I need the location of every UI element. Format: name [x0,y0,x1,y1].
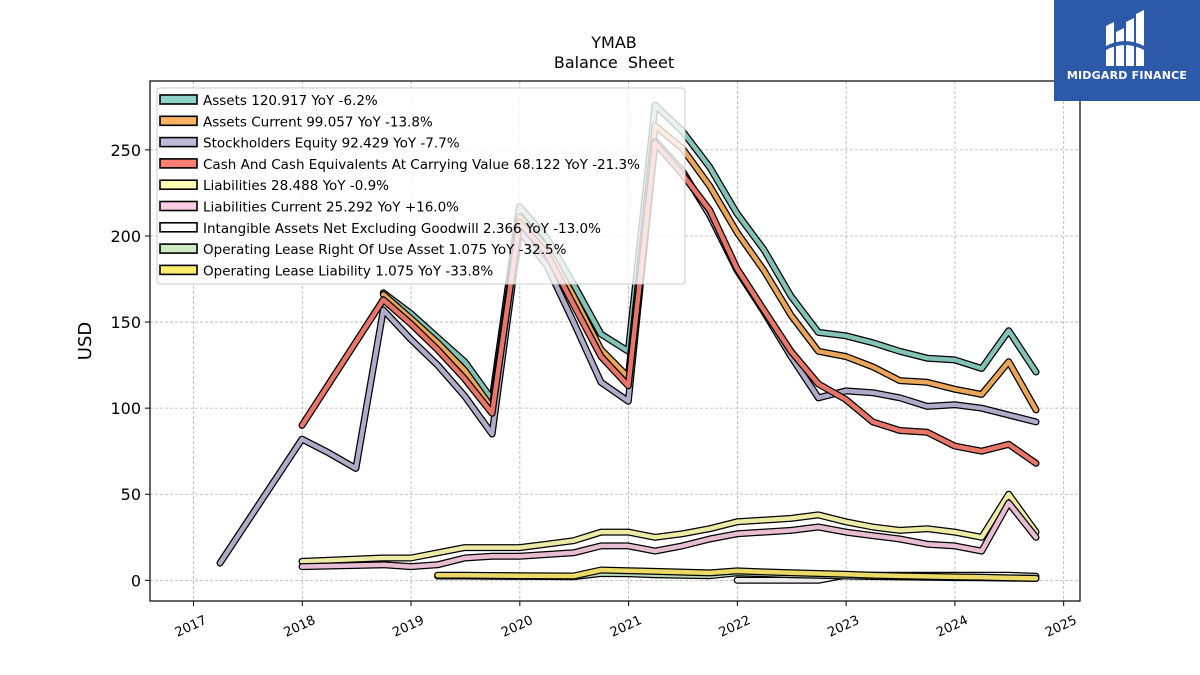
series-line [299,500,1039,569]
chart-subtitle: Balance Sheet [554,53,674,72]
x-tick-label: 2020 [499,613,535,641]
legend-label: Operating Lease Liability 1.075 YoY -33.… [203,263,493,279]
legend-swatch [159,179,198,190]
series-line [299,140,1039,466]
y-tick-label: 250 [110,141,141,160]
legend-swatch [159,200,198,212]
x-tick-label: 2023 [825,613,861,641]
y-tick-label: 50 [121,485,141,504]
y-tick-label: 150 [110,313,141,332]
y-tick-label: 200 [110,227,141,246]
y-axis-label: USD [75,322,96,360]
x-tick-label: 2024 [934,613,970,641]
legend-label: Assets 120.917 YoY -6.2% [203,93,378,109]
y-tick-label: 100 [110,399,141,418]
legend-swatch [159,243,198,254]
y-tick-label: 0 [131,571,141,590]
legend-label: Stockholders Equity 92.429 YoY -7.7% [203,136,460,152]
brand-logo: MIDGARD FINANCE [1054,0,1200,101]
legend-label: Intangible Assets Net Excluding Goodwill… [203,221,601,237]
legend-label: Liabilities 28.488 YoY -0.9% [203,178,389,194]
x-tick-label: 2022 [717,613,753,641]
brand-name: MIDGARD FINANCE [1066,69,1188,82]
x-tick-label: 2018 [282,613,318,641]
legend-label: Operating Lease Right Of Use Asset 1.075… [203,242,567,258]
legend-label: Cash And Cash Equivalents At Carrying Va… [203,157,640,173]
plot-frame [149,80,1081,602]
legend-swatch [159,158,198,169]
legend: Assets 120.917 YoY -6.2% Assets Current 9… [156,87,686,285]
x-tick-label: 2017 [173,613,209,641]
series-line [299,491,1039,564]
chart-title: YMAB [590,33,637,52]
x-tick-label: 2025 [1043,613,1079,641]
legend-label: Assets Current 99.057 YoY -13.8% [203,114,433,130]
legend-swatch [159,136,198,148]
x-tick-label: 2021 [608,613,644,641]
series-line [435,567,1039,581]
midgard-logo-icon [1106,10,1144,66]
legend-label: Liabilities Current 25.292 YoY +16.0% [203,200,459,216]
legend-swatch [159,115,198,127]
legend-swatch [159,264,198,276]
legend-box [156,87,686,285]
legend-swatch [159,94,198,105]
legend-swatch [159,222,198,233]
x-tick-label: 2019 [390,613,426,641]
